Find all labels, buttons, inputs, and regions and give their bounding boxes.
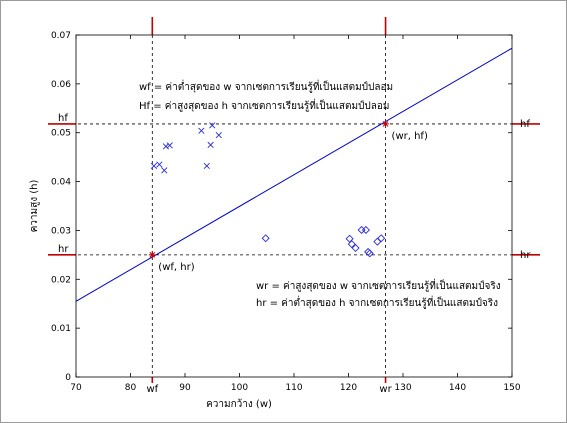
axis-ticks: 70 80 90 100 110 120 130 140 150 0 0.01 0.02 0.03 0.0…: [51, 31, 521, 393]
diamond-marker-point: [261, 234, 270, 243]
decision-line-path: [75, 47, 513, 302]
x-marker-stroke: [161, 167, 168, 174]
diamond-marker-point: [377, 234, 386, 243]
data-points: [150, 122, 386, 258]
star-marker-point: [148, 251, 156, 259]
decision-line: [75, 47, 513, 302]
diamond-marker-point: [361, 225, 370, 234]
y-axis-label: ความสูง (h): [29, 179, 40, 232]
x-marker-stroke: [207, 141, 214, 149]
annotation-hr: hr = ค่าต่ำสุดของ h จากเซตการเรียนรู้ที่…: [256, 295, 498, 309]
reference-labels: wf wr hf hf hr hr: [58, 113, 531, 395]
diamond-marker-point: [365, 249, 374, 258]
diamond-marker-point: [351, 243, 360, 253]
x-marker-point: [209, 122, 216, 129]
annotation-hf: Hf = ค่าสูงสุดของ h จากเซตการเรียนรู้ที่…: [139, 98, 389, 112]
x-tick-label: 130: [394, 383, 411, 393]
annotation-wf: wf = ค่าต่ำสุดของ w จากเซตการเรียนรู้ที่…: [139, 79, 393, 93]
x-tick-label: 100: [231, 383, 248, 393]
x-axis-label: ความกว้าง (w): [206, 398, 272, 410]
horizontal-reference-label-left: hf: [58, 113, 68, 124]
x-tick-label: 150: [503, 383, 520, 393]
horizontal-reference-label-left: hr: [58, 244, 69, 255]
x-tick-label: 140: [449, 383, 466, 393]
y-tick-label: 0.03: [51, 226, 71, 236]
reference-lines: [48, 17, 540, 383]
x-marker-point: [162, 143, 170, 150]
special-points: (wr, hf) (wf, hr): [148, 120, 428, 273]
y-tick-label: 0.01: [51, 324, 71, 334]
x-marker-stroke: [166, 142, 173, 149]
special-point-label: (wf, hr): [158, 262, 194, 273]
special-point-label: (wr, hf): [392, 131, 428, 142]
x-marker-stroke: [198, 127, 205, 134]
y-tick-label: 0.02: [51, 275, 71, 285]
x-marker-stroke: [203, 162, 210, 170]
diamond-marker-point: [345, 234, 354, 243]
x-tick-label: 90: [179, 383, 191, 393]
diamond-marker-point: [347, 240, 356, 249]
star-stroke: [382, 121, 389, 127]
x-marker-stroke: [150, 162, 158, 170]
y-tick-label: 0.06: [51, 80, 71, 90]
vertical-reference-label: wr: [379, 384, 392, 395]
x-marker-stroke: [209, 122, 216, 129]
x-marker-stroke: [156, 161, 163, 168]
x-tick-label: 80: [125, 383, 137, 393]
y-tick-label: 0.07: [51, 31, 71, 41]
x-marker-point: [207, 141, 214, 149]
x-marker-point: [150, 162, 158, 170]
annotation-bottom: wr = ค่าสูงสุดของ w จากเซตการเรียนรู้ที่…: [256, 278, 501, 309]
star-marker-point: [382, 120, 390, 128]
star-stroke: [149, 252, 156, 258]
vertical-reference-label: wf: [146, 384, 158, 395]
x-marker-point: [161, 167, 168, 174]
horizontal-reference-label-right: hf: [520, 119, 530, 130]
x-marker-point: [156, 161, 163, 168]
x-tick-label: 120: [340, 383, 357, 393]
x-marker-point: [166, 142, 173, 149]
x-marker-stroke: [162, 143, 170, 150]
y-tick-label: 0.04: [51, 178, 71, 188]
horizontal-reference-label-right: hr: [520, 250, 531, 261]
annotation-top: wf = ค่าต่ำสุดของ w จากเซตการเรียนรู้ที่…: [139, 79, 393, 112]
x-marker-stroke: [215, 132, 222, 139]
annotation-wr: wr = ค่าสูงสุดของ w จากเซตการเรียนรู้ที่…: [256, 278, 501, 292]
plot-area: [76, 35, 512, 377]
y-tick-label: 0.05: [51, 129, 71, 139]
y-tick-label: 0: [65, 373, 71, 383]
x-tick-label: 70: [70, 383, 82, 393]
x-marker-point: [198, 127, 205, 134]
x-marker-point: [203, 162, 210, 170]
x-marker-point: [215, 132, 222, 139]
x-tick-label: 110: [285, 383, 302, 393]
